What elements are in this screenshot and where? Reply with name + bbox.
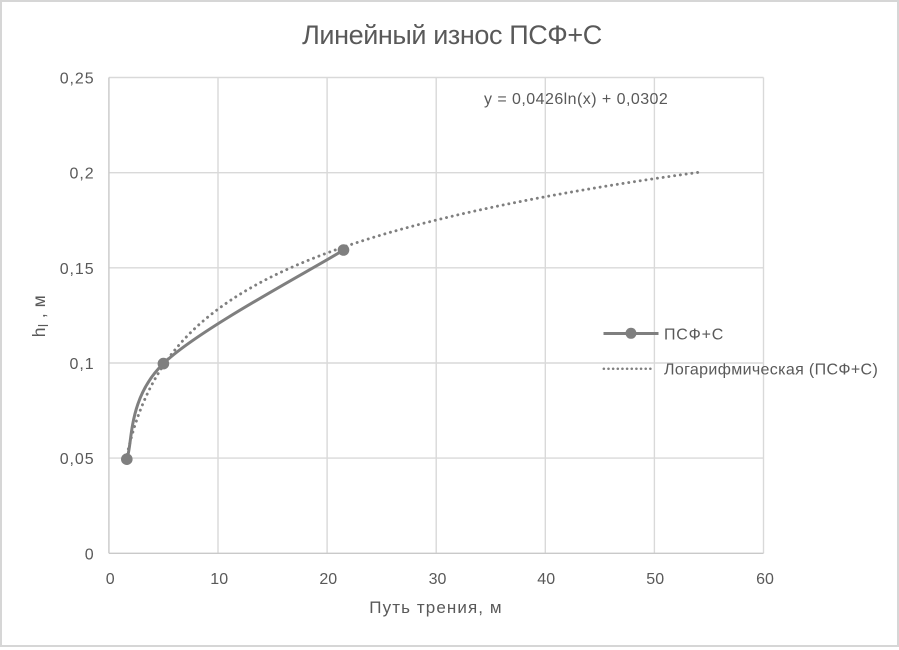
svg-text:0,1: 0,1 (70, 356, 95, 373)
svg-text:0,15: 0,15 (60, 261, 95, 278)
svg-text:10: 10 (210, 571, 228, 588)
svg-text:Линейный износ ПСФ+С: Линейный износ ПСФ+С (302, 20, 602, 50)
svg-text:0,05: 0,05 (60, 451, 95, 468)
svg-text:ПСФ+С: ПСФ+С (664, 327, 724, 344)
svg-text:0: 0 (106, 571, 115, 588)
svg-text:30: 30 (429, 571, 447, 588)
svg-text:Путь трения, м: Путь трения, м (369, 598, 502, 617)
svg-text:0,2: 0,2 (70, 166, 95, 183)
svg-text:hl , м: hl , м (29, 295, 51, 337)
svg-text:0,25: 0,25 (60, 71, 95, 88)
svg-text:Логарифмическая (ПСФ+С): Логарифмическая (ПСФ+С) (664, 362, 878, 379)
svg-text:60: 60 (756, 571, 774, 588)
svg-text:20: 20 (319, 571, 337, 588)
svg-text:50: 50 (646, 571, 664, 588)
svg-text:y = 0,0426ln(x) + 0,0302: y = 0,0426ln(x) + 0,0302 (484, 91, 668, 108)
svg-text:0: 0 (85, 546, 95, 563)
svg-text:40: 40 (537, 571, 555, 588)
